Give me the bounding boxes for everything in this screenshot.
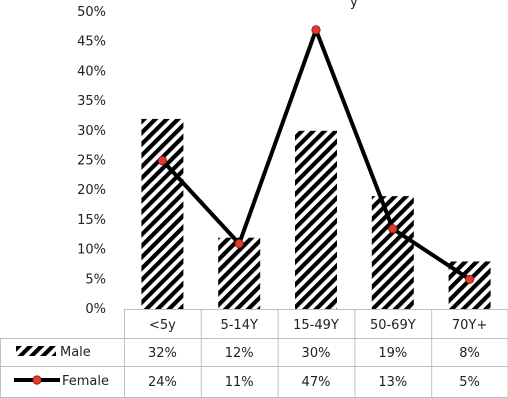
female-point	[157, 155, 167, 166]
female-value-label: 47%	[302, 375, 331, 390]
male-legend-swatch	[16, 346, 56, 356]
female-value-label: 11%	[225, 375, 254, 390]
male-value-label: 32%	[148, 346, 177, 361]
chart-title-fragment: y	[350, 0, 358, 10]
female-value-label: 13%	[378, 375, 407, 390]
male-bars	[141, 118, 491, 309]
y-tick-label: 10%	[77, 243, 106, 258]
female-point	[464, 274, 475, 284]
y-tick-label: 20%	[77, 183, 106, 198]
male-legend-label: Male	[60, 345, 91, 360]
female-value-label: 24%	[148, 375, 177, 390]
y-tick-label: 15%	[77, 213, 106, 228]
male-value-label: 30%	[302, 346, 331, 361]
female-point	[388, 224, 398, 234]
category-label: 5-14Y	[220, 318, 258, 333]
category-label: 15-49Y	[293, 318, 339, 333]
y-tick-label: 35%	[77, 94, 106, 109]
y-tick-label: 30%	[77, 124, 106, 139]
y-tick-label: 5%	[85, 272, 106, 287]
male-bar	[371, 196, 414, 309]
female-line	[157, 25, 475, 284]
category-label: 70Y+	[452, 318, 487, 333]
female-legend-marker	[32, 375, 42, 385]
y-tick-label: 25%	[77, 154, 106, 169]
category-label: <5y	[149, 318, 176, 333]
male-value-label: 19%	[378, 346, 407, 361]
category-label: 50-69Y	[370, 318, 416, 333]
male-bar	[295, 130, 337, 309]
male-value-label: 8%	[459, 346, 480, 361]
y-tick-label: 50%	[77, 5, 106, 20]
male-bar	[141, 118, 184, 309]
female-value-label: 5%	[459, 375, 480, 390]
female-legend-label: Female	[62, 374, 109, 389]
y-tick-label: 45%	[77, 35, 106, 50]
female-point	[311, 25, 321, 35]
male-value-label: 12%	[225, 346, 254, 361]
y-tick-label: 0%	[85, 302, 106, 317]
male-bar	[218, 237, 261, 309]
y-tick-label: 40%	[77, 64, 106, 79]
female-point	[234, 239, 244, 249]
data-table: <5y 5-14Y 15-49Y 50-69Y 70Y+ Male Female 32% 12%…	[0, 309, 508, 398]
y-axis: 0% 5% 10% 15% 20% 25% 30% 35% 40% 45% 50%	[77, 5, 106, 317]
